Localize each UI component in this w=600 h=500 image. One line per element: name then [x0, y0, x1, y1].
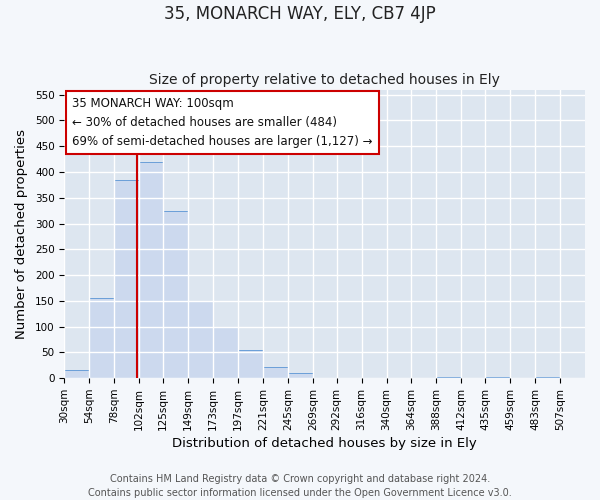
Bar — [89, 298, 114, 378]
Bar — [139, 162, 163, 378]
Bar — [163, 210, 188, 378]
Text: Contains HM Land Registry data © Crown copyright and database right 2024.
Contai: Contains HM Land Registry data © Crown c… — [88, 474, 512, 498]
X-axis label: Distribution of detached houses by size in Ely: Distribution of detached houses by size … — [172, 437, 477, 450]
Bar — [188, 301, 213, 378]
Bar — [485, 377, 510, 378]
Text: 35, MONARCH WAY, ELY, CB7 4JP: 35, MONARCH WAY, ELY, CB7 4JP — [164, 5, 436, 23]
Bar — [263, 367, 288, 378]
Bar — [114, 180, 139, 378]
Bar — [535, 377, 560, 378]
Y-axis label: Number of detached properties: Number of detached properties — [15, 129, 28, 339]
Bar — [213, 326, 238, 378]
Bar — [288, 373, 313, 378]
Bar — [238, 350, 263, 378]
Title: Size of property relative to detached houses in Ely: Size of property relative to detached ho… — [149, 73, 500, 87]
Bar — [64, 370, 89, 378]
Text: 35 MONARCH WAY: 100sqm
← 30% of detached houses are smaller (484)
69% of semi-de: 35 MONARCH WAY: 100sqm ← 30% of detached… — [72, 97, 373, 148]
Bar — [436, 376, 461, 378]
